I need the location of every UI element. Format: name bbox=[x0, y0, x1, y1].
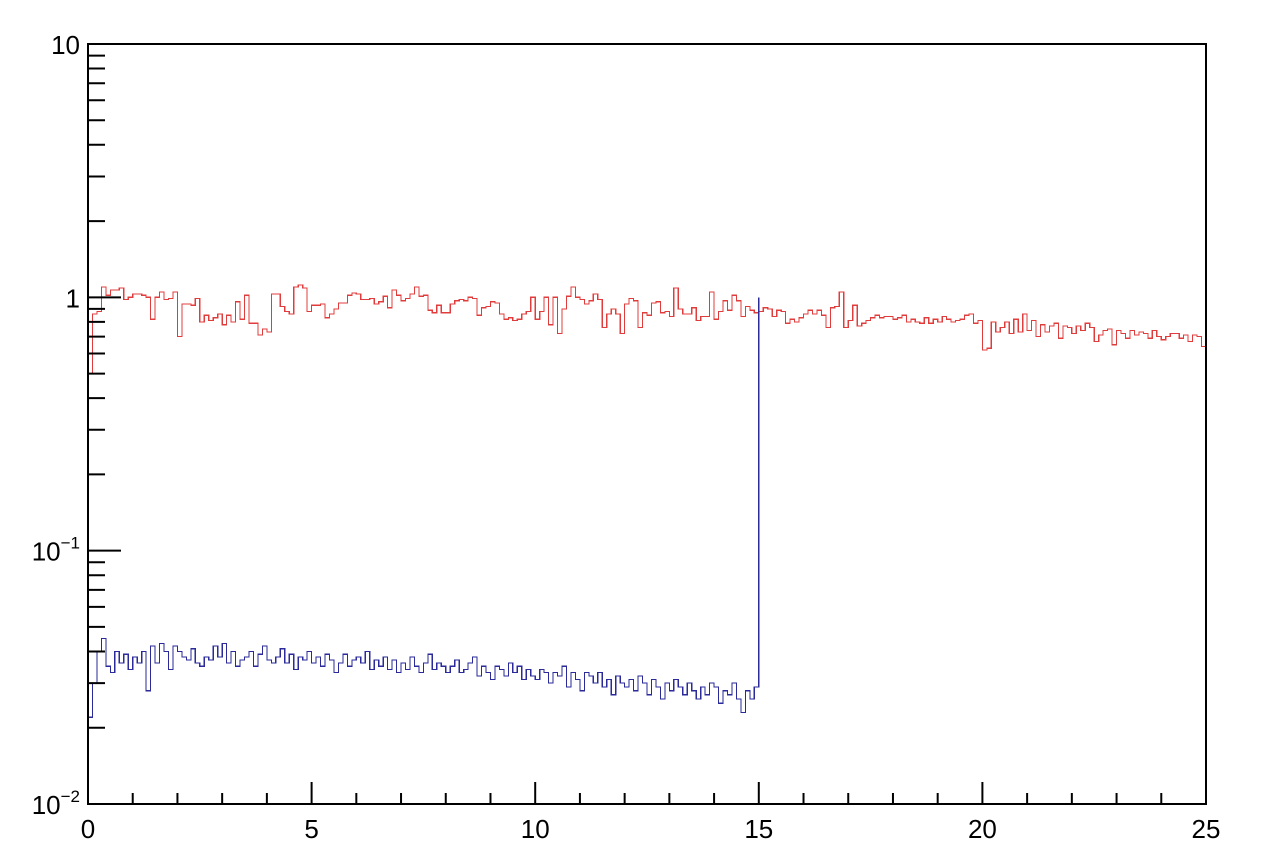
x-tick-label: 20 bbox=[968, 814, 997, 844]
plot-frame bbox=[87, 43, 1207, 805]
y-tick-label: 1 bbox=[66, 283, 80, 313]
x-tick-label: 25 bbox=[1192, 814, 1221, 844]
x-tick-label: 15 bbox=[744, 814, 773, 844]
y-tick-label: 10−2 bbox=[32, 787, 80, 820]
y-tick-label: 10 bbox=[51, 30, 80, 60]
series-1-line bbox=[88, 284, 1206, 375]
x-tick-label: 5 bbox=[304, 814, 318, 844]
x-tick-label: 0 bbox=[81, 814, 95, 844]
y-tick-label: 10−1 bbox=[32, 534, 80, 567]
x-tick-label: 10 bbox=[521, 814, 550, 844]
series-2-line bbox=[88, 297, 760, 718]
axis-layer: 0 5 10 15 20 25 10−2 10−1 1 10 bbox=[32, 30, 1221, 844]
series-layer bbox=[88, 284, 1206, 718]
